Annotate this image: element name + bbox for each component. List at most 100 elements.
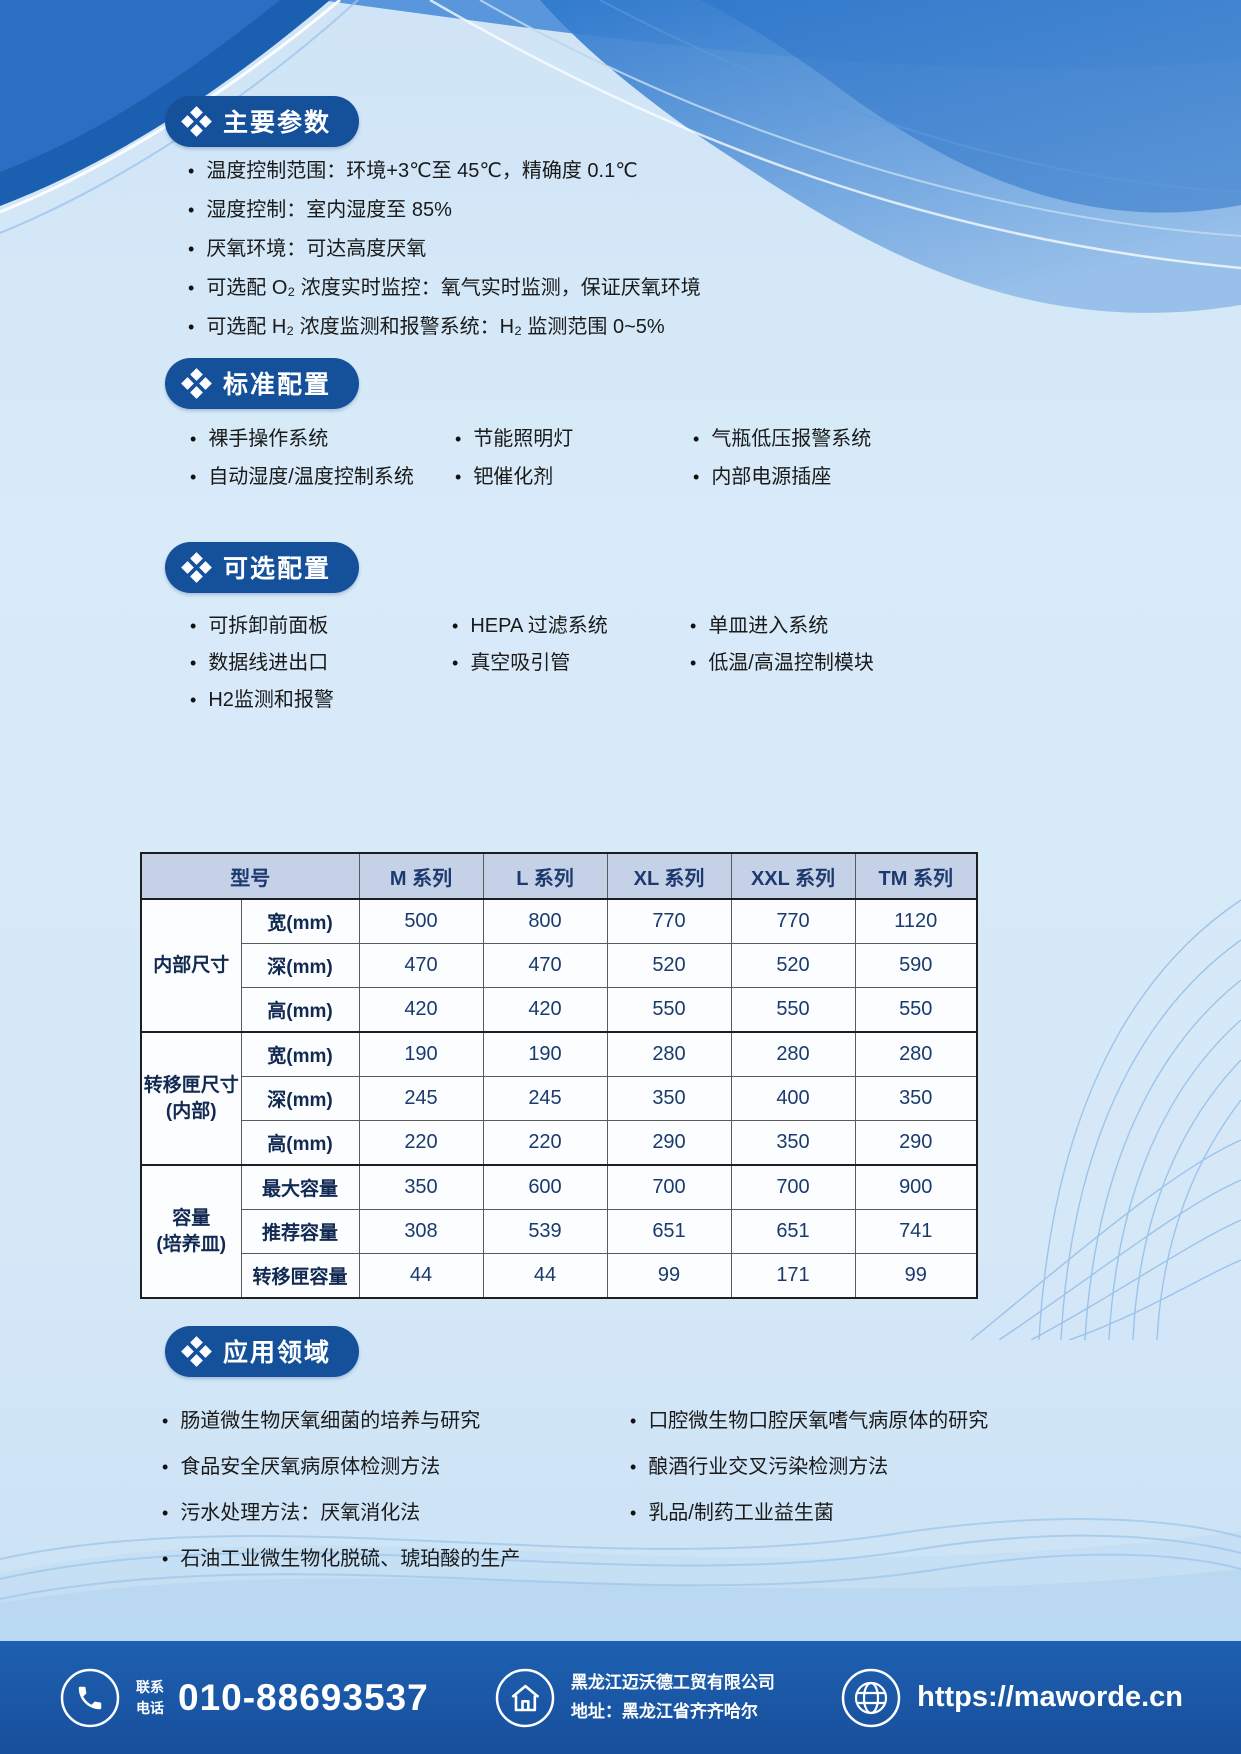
list-item: 可选配 H₂ 浓度监测和报警系统：H₂ 监测范围 0~5% — [188, 308, 701, 347]
table-cell: 550 — [854, 987, 978, 1033]
row-label: 推荐容量 — [240, 1209, 360, 1254]
table-cell: 741 — [854, 1209, 978, 1254]
row-label: 宽(mm) — [240, 1031, 360, 1077]
list-item-text: 肠道微生物厌氧细菌的培养与研究 — [180, 1410, 481, 1432]
row-label: 宽(mm) — [240, 898, 360, 944]
row-label: 高(mm) — [240, 987, 360, 1033]
table-cell: 99 — [606, 1253, 732, 1299]
list-item-text: 钯催化剂 — [473, 466, 554, 488]
list-item-text: 污水处理方法：厌氧消化法 — [180, 1502, 421, 1524]
list-item-text: 内部电源插座 — [711, 466, 832, 488]
phone-label: 联系 电话 — [136, 1677, 164, 1718]
section-title: 标准配置 — [223, 371, 332, 399]
phone-label-line2: 电话 — [136, 1699, 164, 1716]
list-item: 食品安全厌氧病原体检测方法 — [162, 1444, 630, 1490]
list-item-text: 节能照明灯 — [473, 428, 574, 450]
section-title: 主要参数 — [223, 109, 332, 137]
list-item: 肠道微生物厌氧细菌的培养与研究 — [162, 1398, 630, 1444]
table-cell: 550 — [730, 987, 856, 1033]
applications-list: 肠道微生物厌氧细菌的培养与研究 食品安全厌氧病原体检测方法 污水处理方法：厌氧消… — [162, 1398, 988, 1582]
optional-config-list: 可拆卸前面板 HEPA 过滤系统 单皿进入系统 数据线进出口 真空吸引管 低温/… — [190, 608, 874, 719]
home-icon — [495, 1668, 555, 1727]
list-item-text: 乳品/制药工业益生菌 — [648, 1502, 834, 1524]
table-cell: 280 — [854, 1031, 978, 1077]
list-item: 湿度控制：室内湿度至 85% — [188, 191, 701, 230]
list-item: 单皿进入系统 — [690, 608, 874, 645]
list-item: 自动湿度/温度控制系统 — [190, 458, 455, 496]
table-cell: 500 — [358, 898, 484, 944]
list-item: 真空吸引管 — [452, 645, 690, 682]
table-cell: 350 — [606, 1076, 732, 1121]
table-cell: 245 — [482, 1076, 608, 1121]
list-item-text: 厌氧环境：可达高度厌氧 — [206, 238, 427, 260]
column-header-series-xl: XL 系列 — [606, 852, 732, 900]
table-cell: 1120 — [854, 898, 978, 944]
list-item: 温度控制范围：环境+3℃至 45℃，精确度 0.1℃ — [188, 152, 701, 191]
company-address-block: 黑龙江迈沃德工贸有限公司 地址：黑龙江省齐齐哈尔 — [571, 1669, 775, 1725]
list-item: 可拆卸前面板 — [190, 608, 452, 645]
table-cell: 400 — [730, 1076, 856, 1121]
list-item-text: 裸手操作系统 — [208, 428, 329, 450]
table-cell: 550 — [606, 987, 732, 1033]
table-cell: 350 — [358, 1164, 484, 1210]
table-row: 高(mm) 420 420 550 550 550 — [141, 987, 978, 1033]
table-cell: 280 — [730, 1031, 856, 1077]
row-label: 深(mm) — [240, 1076, 360, 1121]
spec-table: 型号 M 系列 L 系列 XL 系列 XXL 系列 TM 系列 内部尺寸 宽(mm… — [140, 852, 978, 1299]
section-badge-main-params: 主要参数 — [165, 96, 360, 147]
table-cell: 700 — [730, 1164, 856, 1210]
table-cell: 651 — [730, 1209, 856, 1254]
list-item-text: 可拆卸前面板 — [208, 615, 329, 637]
row-group-label: 内部尺寸 — [140, 898, 242, 1033]
row-group-label: 转移匣尺寸 (内部) — [140, 1031, 242, 1166]
row-label: 高(mm) — [240, 1120, 360, 1166]
list-item-text: 酿酒行业交叉污染检测方法 — [648, 1456, 889, 1478]
table-row: 深(mm) 245 245 350 400 350 — [141, 1076, 978, 1121]
phone-number: 010-88693537 — [178, 1676, 429, 1718]
applications-right-column: 口腔微生物口腔厌氧嗜气病原体的研究 酿酒行业交叉污染检测方法 乳品/制药工业益生… — [630, 1398, 988, 1536]
list-item-text: 可选配 H₂ 浓度监测和报警系统：H₂ 监测范围 0~5% — [206, 316, 665, 338]
list-item: 可选配 O₂ 浓度实时监控：氧气实时监测，保证厌氧环境 — [188, 269, 700, 308]
table-cell: 350 — [854, 1076, 978, 1121]
diamond-badge-icon — [181, 105, 212, 137]
table-cell: 800 — [482, 898, 608, 944]
list-item-text: 湿度控制：室内湿度至 85% — [206, 199, 452, 221]
table-cell: 190 — [358, 1031, 484, 1077]
table-row: 转移匣尺寸 (内部) 宽(mm) 190 190 280 280 280 — [140, 1031, 978, 1166]
table-cell: 245 — [358, 1076, 484, 1121]
table-row: 推荐容量 308 539 651 651 741 — [141, 1209, 978, 1254]
phone-label-line1: 联系 — [136, 1679, 164, 1696]
table-cell: 280 — [606, 1031, 732, 1077]
row-group-label: 容量 (培养皿) — [140, 1164, 242, 1299]
diamond-badge-icon — [181, 1335, 212, 1367]
table-row: 转移匣容量 44 44 99 171 99 — [141, 1253, 978, 1299]
section-badge-standard-config: 标准配置 — [165, 358, 360, 409]
list-item-text: 口腔微生物口腔厌氧嗜气病原体的研究 — [648, 1410, 989, 1432]
table-cell: 700 — [606, 1164, 732, 1210]
list-item: 石油工业微生物化脱硫、琥珀酸的生产 — [162, 1536, 630, 1582]
table-cell: 539 — [482, 1209, 608, 1254]
table-cell: 190 — [482, 1031, 608, 1077]
phone-icon — [60, 1668, 120, 1727]
row-label: 最大容量 — [240, 1164, 360, 1210]
column-header-series-l: L 系列 — [482, 852, 608, 900]
section-badge-applications: 应用领域 — [165, 1326, 360, 1377]
list-item: 酿酒行业交叉污染检测方法 — [630, 1444, 988, 1490]
standard-config-list: 裸手操作系统 节能照明灯 气瓶低压报警系统 自动湿度/温度控制系统 钯催化剂 内… — [190, 420, 871, 496]
table-cell: 220 — [358, 1120, 484, 1166]
table-row: 高(mm) 220 220 290 350 290 — [141, 1120, 978, 1166]
list-item-text: 数据线进出口 — [208, 652, 329, 674]
list-item: 低温/高温控制模块 — [690, 645, 874, 682]
table-row: 内部尺寸 宽(mm) 500 800 770 770 1120 — [140, 898, 978, 1033]
list-item-text: 石油工业微生物化脱硫、琥珀酸的生产 — [180, 1548, 521, 1570]
table-cell: 470 — [482, 943, 608, 988]
column-header-series-m: M 系列 — [358, 852, 484, 900]
list-item: 乳品/制药工业益生菌 — [630, 1490, 988, 1536]
list-item-text: 真空吸引管 — [470, 652, 571, 674]
table-cell: 470 — [358, 943, 484, 988]
table-cell: 900 — [854, 1164, 978, 1210]
list-item-text: 单皿进入系统 — [708, 615, 829, 637]
globe-icon — [841, 1668, 901, 1727]
table-cell: 350 — [730, 1120, 856, 1166]
list-item: 污水处理方法：厌氧消化法 — [162, 1490, 630, 1536]
